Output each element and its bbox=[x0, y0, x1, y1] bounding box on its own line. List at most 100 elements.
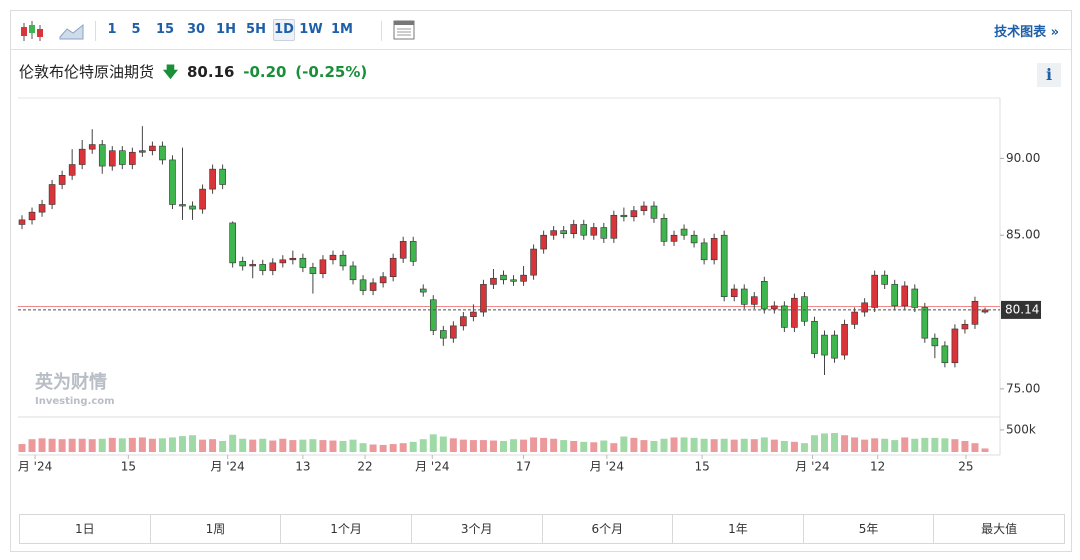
volume-bar bbox=[199, 439, 207, 452]
info-button[interactable]: i bbox=[1037, 63, 1061, 87]
interval-button[interactable]: 30 bbox=[186, 22, 206, 37]
candle-body bbox=[620, 214, 628, 218]
x-tick-label: 月 '24 bbox=[18, 460, 52, 474]
candle-icon[interactable] bbox=[15, 13, 51, 49]
volume-bar bbox=[429, 434, 437, 452]
candle-body bbox=[119, 150, 126, 165]
volume-bar bbox=[871, 438, 879, 452]
candle-body bbox=[660, 218, 668, 242]
candle-body bbox=[640, 205, 648, 211]
candle-body bbox=[440, 330, 447, 339]
interval-button[interactable]: 15 bbox=[155, 22, 175, 37]
candle-body bbox=[510, 279, 517, 282]
volume-bar bbox=[911, 438, 919, 452]
x-tick-label: 月 '24 bbox=[590, 460, 624, 474]
range-button[interactable]: 3个月 bbox=[412, 515, 543, 543]
area-icon[interactable] bbox=[57, 13, 87, 49]
volume-bar bbox=[168, 437, 176, 452]
candle-body bbox=[911, 288, 919, 308]
candle-body bbox=[159, 145, 166, 161]
candle-body bbox=[941, 345, 949, 364]
volume-bar bbox=[760, 437, 768, 452]
volume-bar bbox=[78, 438, 86, 452]
volume-bar bbox=[158, 438, 166, 452]
volume-bar bbox=[650, 440, 658, 452]
x-tick-label: 22 bbox=[357, 460, 372, 474]
volume-bar bbox=[510, 439, 518, 452]
volume-bar bbox=[690, 437, 698, 452]
volume-bar bbox=[861, 439, 869, 452]
candle-body bbox=[580, 224, 588, 236]
candle-body bbox=[590, 227, 598, 236]
interval-button[interactable]: 1H bbox=[216, 22, 236, 37]
candle-body bbox=[480, 284, 487, 313]
candle-body bbox=[710, 237, 718, 261]
candle-body bbox=[68, 164, 76, 176]
range-button[interactable]: 1日 bbox=[20, 515, 151, 543]
volume-bar bbox=[179, 436, 186, 452]
x-tick-label: 月 '24 bbox=[415, 460, 449, 474]
x-tick-label: 25 bbox=[958, 460, 973, 474]
volume-bar bbox=[309, 439, 317, 452]
candle-body bbox=[409, 241, 417, 262]
candle-body bbox=[540, 234, 547, 250]
candle-body bbox=[369, 282, 377, 291]
volume-bar bbox=[18, 444, 26, 452]
volume-bar bbox=[289, 440, 297, 452]
candle-body bbox=[399, 241, 407, 259]
candle-body bbox=[259, 264, 267, 271]
price: 80.16 bbox=[187, 63, 235, 81]
candle-body bbox=[229, 222, 236, 264]
candle-body bbox=[520, 274, 527, 282]
volume-bar bbox=[610, 443, 618, 452]
candle-body bbox=[429, 299, 437, 331]
volume-bar bbox=[550, 438, 558, 452]
volume-bar bbox=[399, 443, 407, 452]
interval-button[interactable]: 1W bbox=[299, 22, 323, 37]
candle-body bbox=[349, 265, 357, 281]
range-button[interactable]: 最大值 bbox=[981, 522, 1018, 536]
volume-bar bbox=[810, 435, 818, 452]
candle-body bbox=[269, 262, 277, 271]
interval-button[interactable]: 5H bbox=[246, 22, 266, 37]
x-tick-label: 17 bbox=[516, 460, 531, 474]
volume-bar bbox=[219, 440, 227, 452]
watermark: 英为财情 bbox=[34, 371, 107, 393]
range-button[interactable]: 5年 bbox=[804, 515, 935, 543]
volume-bar bbox=[540, 437, 548, 452]
candle-body bbox=[740, 288, 748, 305]
candle-body bbox=[831, 334, 838, 359]
candle-body bbox=[108, 150, 116, 167]
volume-bar bbox=[48, 438, 56, 452]
candle-body bbox=[199, 188, 206, 210]
candle-body bbox=[761, 281, 768, 310]
volume-bar bbox=[58, 439, 66, 452]
candle-body bbox=[861, 302, 868, 313]
candle-body bbox=[219, 168, 226, 185]
watermark-en: Investing.com bbox=[35, 396, 115, 407]
candle-body bbox=[771, 305, 778, 310]
volume-bar bbox=[118, 438, 126, 452]
volume-bar bbox=[209, 439, 217, 452]
table-icon[interactable] bbox=[391, 17, 419, 45]
range-button[interactable]: 1周 bbox=[151, 515, 282, 543]
range-button[interactable]: 1个月 bbox=[281, 515, 412, 543]
volume-bar bbox=[921, 437, 929, 452]
range-button[interactable]: 1年 bbox=[673, 515, 804, 543]
candle-body bbox=[389, 257, 397, 278]
candle-body bbox=[249, 264, 257, 267]
volume-bar bbox=[98, 438, 106, 452]
volume-bar bbox=[851, 437, 859, 452]
volume-bar bbox=[971, 443, 979, 452]
interval-button[interactable]: 5 bbox=[131, 22, 141, 37]
tech-chart-link[interactable]: 技术图表 » bbox=[994, 25, 1059, 40]
change: -0.20 bbox=[243, 63, 287, 81]
interval-button[interactable]: 1M bbox=[331, 22, 353, 37]
candle-body bbox=[359, 279, 367, 291]
volume-bar bbox=[580, 441, 588, 452]
candle-body bbox=[730, 288, 738, 297]
interval-button[interactable]: 1 bbox=[107, 22, 117, 37]
range-button[interactable]: 6个月 bbox=[543, 515, 674, 543]
last-price-label: 80.14 bbox=[1005, 302, 1039, 316]
interval-button[interactable]: 1D bbox=[273, 19, 295, 41]
